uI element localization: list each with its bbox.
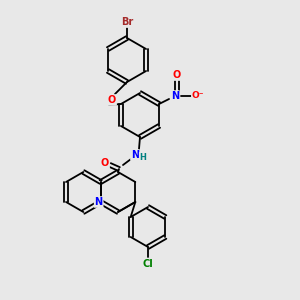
- Text: O: O: [101, 158, 109, 168]
- Text: H: H: [140, 152, 146, 161]
- Text: Cl: Cl: [142, 259, 153, 269]
- Text: O: O: [173, 70, 181, 80]
- Text: N: N: [131, 150, 139, 160]
- Text: O: O: [108, 95, 116, 105]
- Text: Br: Br: [121, 17, 133, 27]
- Text: N: N: [171, 91, 179, 101]
- Text: O⁻: O⁻: [192, 92, 204, 100]
- Text: N: N: [94, 197, 103, 207]
